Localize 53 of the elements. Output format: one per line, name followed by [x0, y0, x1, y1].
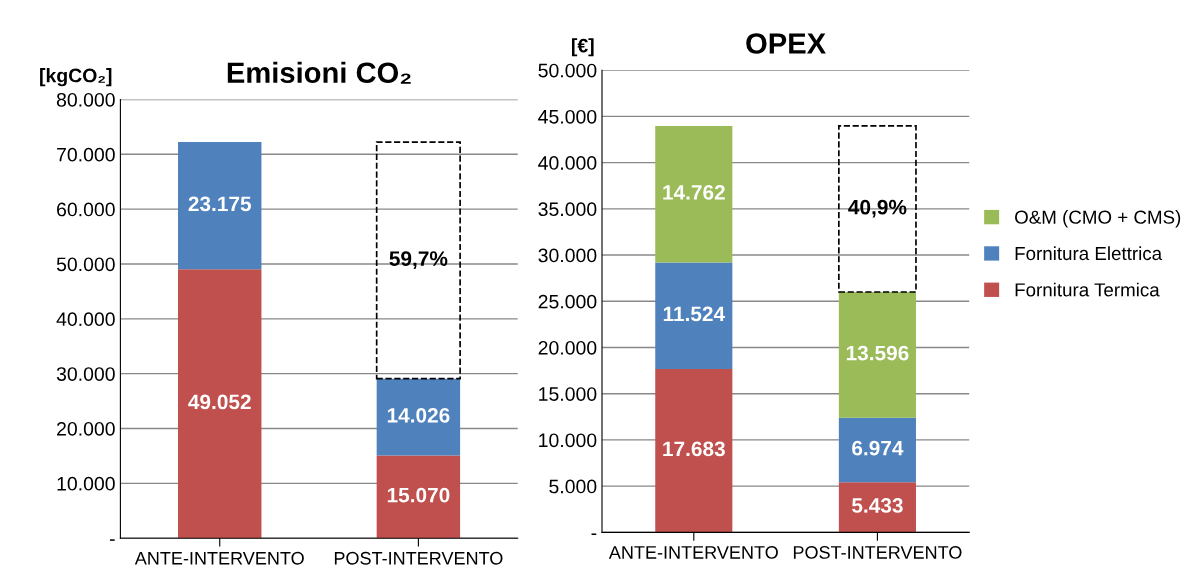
x-tick-label: ANTE-INTERVENTO	[134, 551, 304, 565]
y-tick-label: 20.000	[538, 340, 597, 355]
x-tick-label: POST-INTERVENTO	[334, 551, 503, 565]
annotation: 59,7%	[389, 251, 448, 269]
x-tick-label: ANTE-INTERVENTO	[608, 546, 778, 559]
bar	[376, 378, 461, 456]
legend-label: O&M (CMO + CMS)	[1015, 210, 1181, 228]
data-label: 5.433	[851, 498, 903, 513]
y-tick-label: 60.000	[57, 202, 115, 217]
bar	[655, 125, 733, 263]
y-axis-title: [kgCO₂]	[40, 68, 112, 87]
y-tick-label: 40.000	[56, 312, 115, 327]
y-tick-label: 20.000	[57, 421, 115, 436]
bar	[838, 292, 916, 418]
bar	[178, 142, 262, 270]
y-tick-label: 30.000	[538, 248, 597, 263]
y-tick-label: 25.000	[538, 294, 597, 309]
y-tick-label: 35.000	[538, 202, 597, 217]
y-tick-label: -	[109, 539, 115, 541]
bar	[838, 482, 916, 533]
y-tick-label: 15.000	[539, 387, 597, 401]
legend-label: Fornitura Elettrica	[1015, 246, 1163, 261]
y-tick-label: -	[591, 533, 597, 535]
legend-label: Fornitura Termica	[1015, 282, 1160, 297]
data-label: 49.052	[188, 394, 251, 410]
annotation: 40,9%	[848, 199, 907, 218]
bar	[178, 269, 262, 539]
x-tick-label: POST-INTERVENTO	[793, 546, 962, 559]
y-tick-label: 5.000	[549, 479, 597, 494]
data-label: 11.524	[663, 306, 725, 322]
bar	[655, 262, 733, 369]
y-tick-label: 70.000	[57, 147, 115, 162]
y-tick-label: 10.000	[57, 476, 115, 491]
data-label: 6.974	[852, 440, 904, 456]
bar	[376, 455, 461, 539]
y-tick-label: 50.000	[538, 63, 597, 78]
chart-title: Emisioni CO₂	[227, 61, 411, 84]
data-label: 17.683	[663, 441, 725, 457]
data-label: 23.175	[188, 196, 252, 212]
chart-title: OPEX	[746, 33, 826, 54]
y-tick-label: 80.000	[56, 92, 115, 107]
y-tick-label: 40.000	[538, 156, 597, 170]
y-tick-label: 30.000	[56, 367, 115, 381]
y-tick-label: 10.000	[539, 433, 597, 448]
y-tick-label: 45.000	[538, 109, 597, 124]
data-label: 14.026	[387, 407, 450, 423]
y-tick-label: 50.000	[56, 257, 115, 272]
data-label: 15.070	[387, 487, 450, 503]
bar	[838, 417, 916, 483]
data-label: 14.762	[663, 185, 725, 200]
y-axis-title: [€]	[571, 38, 594, 57]
bar	[655, 368, 733, 533]
data-label: 13.596	[846, 345, 909, 361]
